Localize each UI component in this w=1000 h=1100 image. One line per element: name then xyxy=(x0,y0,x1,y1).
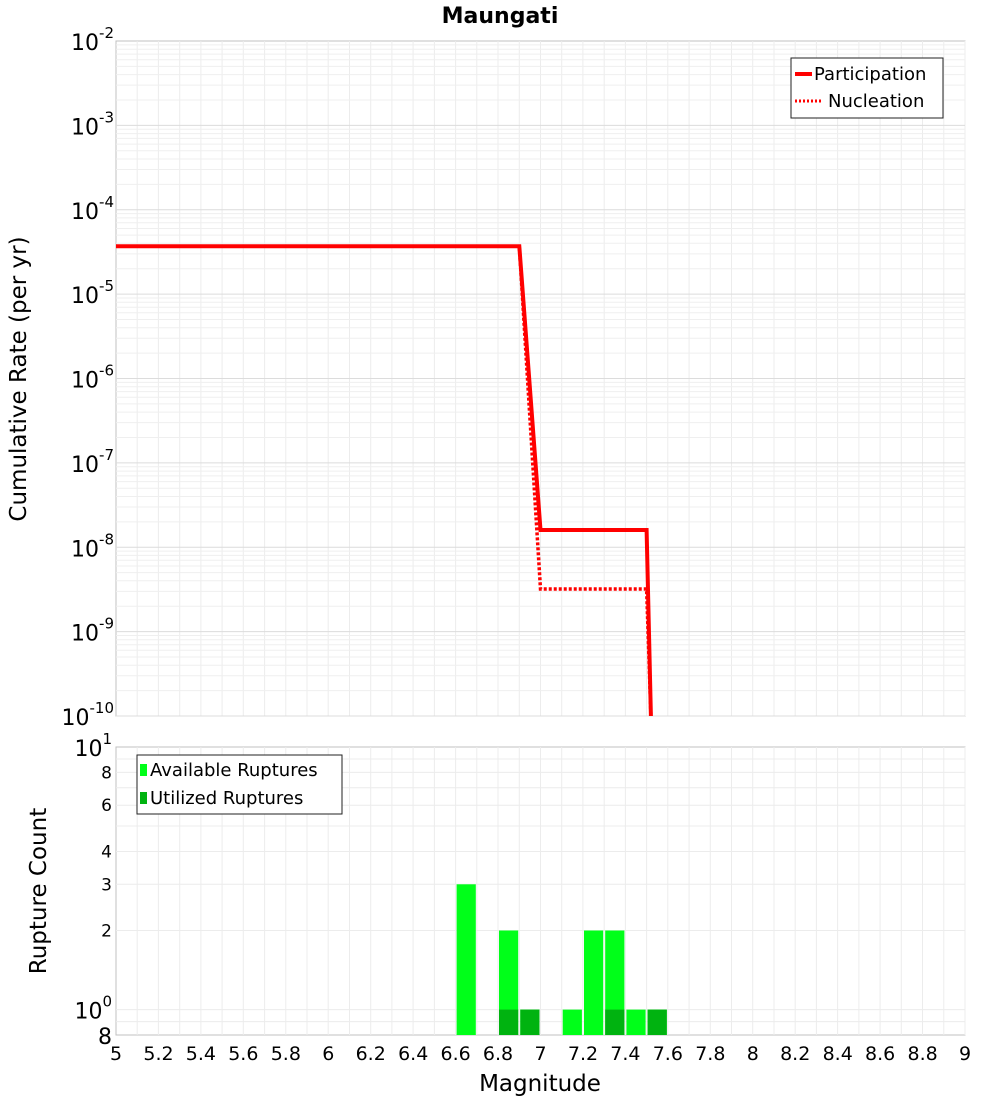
magnitude-x-tick-label: 8 xyxy=(747,1043,759,1065)
rupture-y-tick-label: 8 xyxy=(101,763,112,783)
magnitude-x-tick-label: 6 xyxy=(322,1043,334,1065)
magnitude-x-tick-label: 5.2 xyxy=(143,1043,173,1065)
magnitude-x-tick-label: 8.6 xyxy=(865,1043,895,1065)
participation-line xyxy=(116,244,653,717)
rupture-y-axis-label: Rupture Count xyxy=(26,808,52,974)
magnitude-x-tick-label: 8.8 xyxy=(907,1043,937,1065)
rate-y-tick-label: 10-3 xyxy=(71,108,114,140)
magnitude-x-tick-label: 6.6 xyxy=(440,1043,470,1065)
rupture-y-tick-label: 3 xyxy=(101,875,112,895)
magnitude-x-tick-label: 8.4 xyxy=(823,1043,853,1065)
utilized-ruptures-bar xyxy=(647,1009,667,1035)
magnitude-x-tick-label: 5.8 xyxy=(271,1043,301,1065)
magnitude-x-tick-label: 7.8 xyxy=(695,1043,725,1065)
magnitude-x-tick-labels: 5 5.2 5.4 5.6 5.8 6 6.2 6.4 6.6 6.8 7 7.2 7.4 7.6 7.8 8… xyxy=(110,1043,971,1065)
rate-y-tick-label: 10-6 xyxy=(71,362,114,394)
rupture-legend: Available Ruptures Utilized Ruptures xyxy=(136,754,343,815)
available-ruptures-bar xyxy=(562,1009,582,1035)
rate-y-tick-label: 10-8 xyxy=(71,530,114,562)
utilized-legend-label: Utilized Ruptures xyxy=(150,788,303,809)
utilized-legend-swatch xyxy=(140,792,147,804)
magnitude-x-tick-label: 6.8 xyxy=(483,1043,513,1065)
rupture-y-tick-label: 4 xyxy=(101,843,112,863)
rupture-y-tick-label: 8 xyxy=(98,1025,112,1050)
magnitude-x-tick-label: 5 xyxy=(110,1043,122,1065)
nucleation-legend-label: Nucleation xyxy=(828,91,924,112)
rupture-y-tick-label: 6 xyxy=(101,796,112,816)
magnitude-x-tick-label: 7.4 xyxy=(610,1043,640,1065)
rate-y-tick-label: 10-4 xyxy=(71,193,114,225)
rupture-y-tick-label: 101 xyxy=(74,730,112,762)
rate-legend: Participation Nucleation xyxy=(790,57,944,119)
magnitude-x-tick-label: 5.4 xyxy=(186,1043,216,1065)
available-ruptures-bar xyxy=(584,930,604,1035)
participation-legend-label: Participation xyxy=(814,64,926,85)
rate-y-tick-labels: 10-2 10-3 10-4 10-5 10-6 10-7 10-8 10-9 10-10 xyxy=(62,24,115,731)
rate-y-axis-label: Cumulative Rate (per yr) xyxy=(6,236,32,521)
available-ruptures-bar xyxy=(605,930,625,1035)
utilized-ruptures-bar xyxy=(605,1009,625,1035)
rate-y-tick-label: 10-2 xyxy=(71,24,114,56)
chart-title: Maungati xyxy=(442,4,559,29)
rate-series xyxy=(116,244,653,717)
rate-y-tick-label: 10-10 xyxy=(62,699,115,731)
rupture-bars xyxy=(456,884,667,1035)
magnitude-x-tick-label: 6.4 xyxy=(398,1043,428,1065)
available-legend-swatch xyxy=(140,764,147,776)
rate-y-tick-label: 10-9 xyxy=(71,615,114,647)
utilized-ruptures-bar xyxy=(520,1009,540,1035)
available-ruptures-bar xyxy=(626,1009,646,1035)
rate-y-tick-label: 10-5 xyxy=(71,277,114,309)
magnitude-x-axis-label: Magnitude xyxy=(479,1071,601,1097)
magnitude-x-tick-label: 9 xyxy=(959,1043,971,1065)
rate-grid xyxy=(116,41,966,717)
rupture-y-tick-label: 100 xyxy=(74,993,112,1025)
magnitude-x-tick-label: 7 xyxy=(534,1043,546,1065)
available-ruptures-bar xyxy=(499,930,519,1035)
magnitude-x-tick-label: 6.2 xyxy=(356,1043,386,1065)
rate-legend-box xyxy=(790,57,944,119)
utilized-ruptures-bar xyxy=(499,1009,519,1035)
rate-y-tick-label: 10-7 xyxy=(71,446,114,478)
available-legend-label: Available Ruptures xyxy=(150,760,318,781)
rupture-y-tick-label: 2 xyxy=(101,922,112,942)
magnitude-x-tick-label: 5.6 xyxy=(228,1043,258,1065)
rate-panel: 10-2 10-3 10-4 10-5 10-6 10-7 10-8 10-9 10-10 Cu… xyxy=(6,24,966,731)
magnitude-x-tick-label: 8.2 xyxy=(780,1043,810,1065)
available-ruptures-bar xyxy=(456,884,476,1035)
rupture-legend-box xyxy=(136,754,343,815)
magnitude-x-tick-label: 7.2 xyxy=(568,1043,598,1065)
magnitude-x-tick-label: 7.6 xyxy=(653,1043,683,1065)
